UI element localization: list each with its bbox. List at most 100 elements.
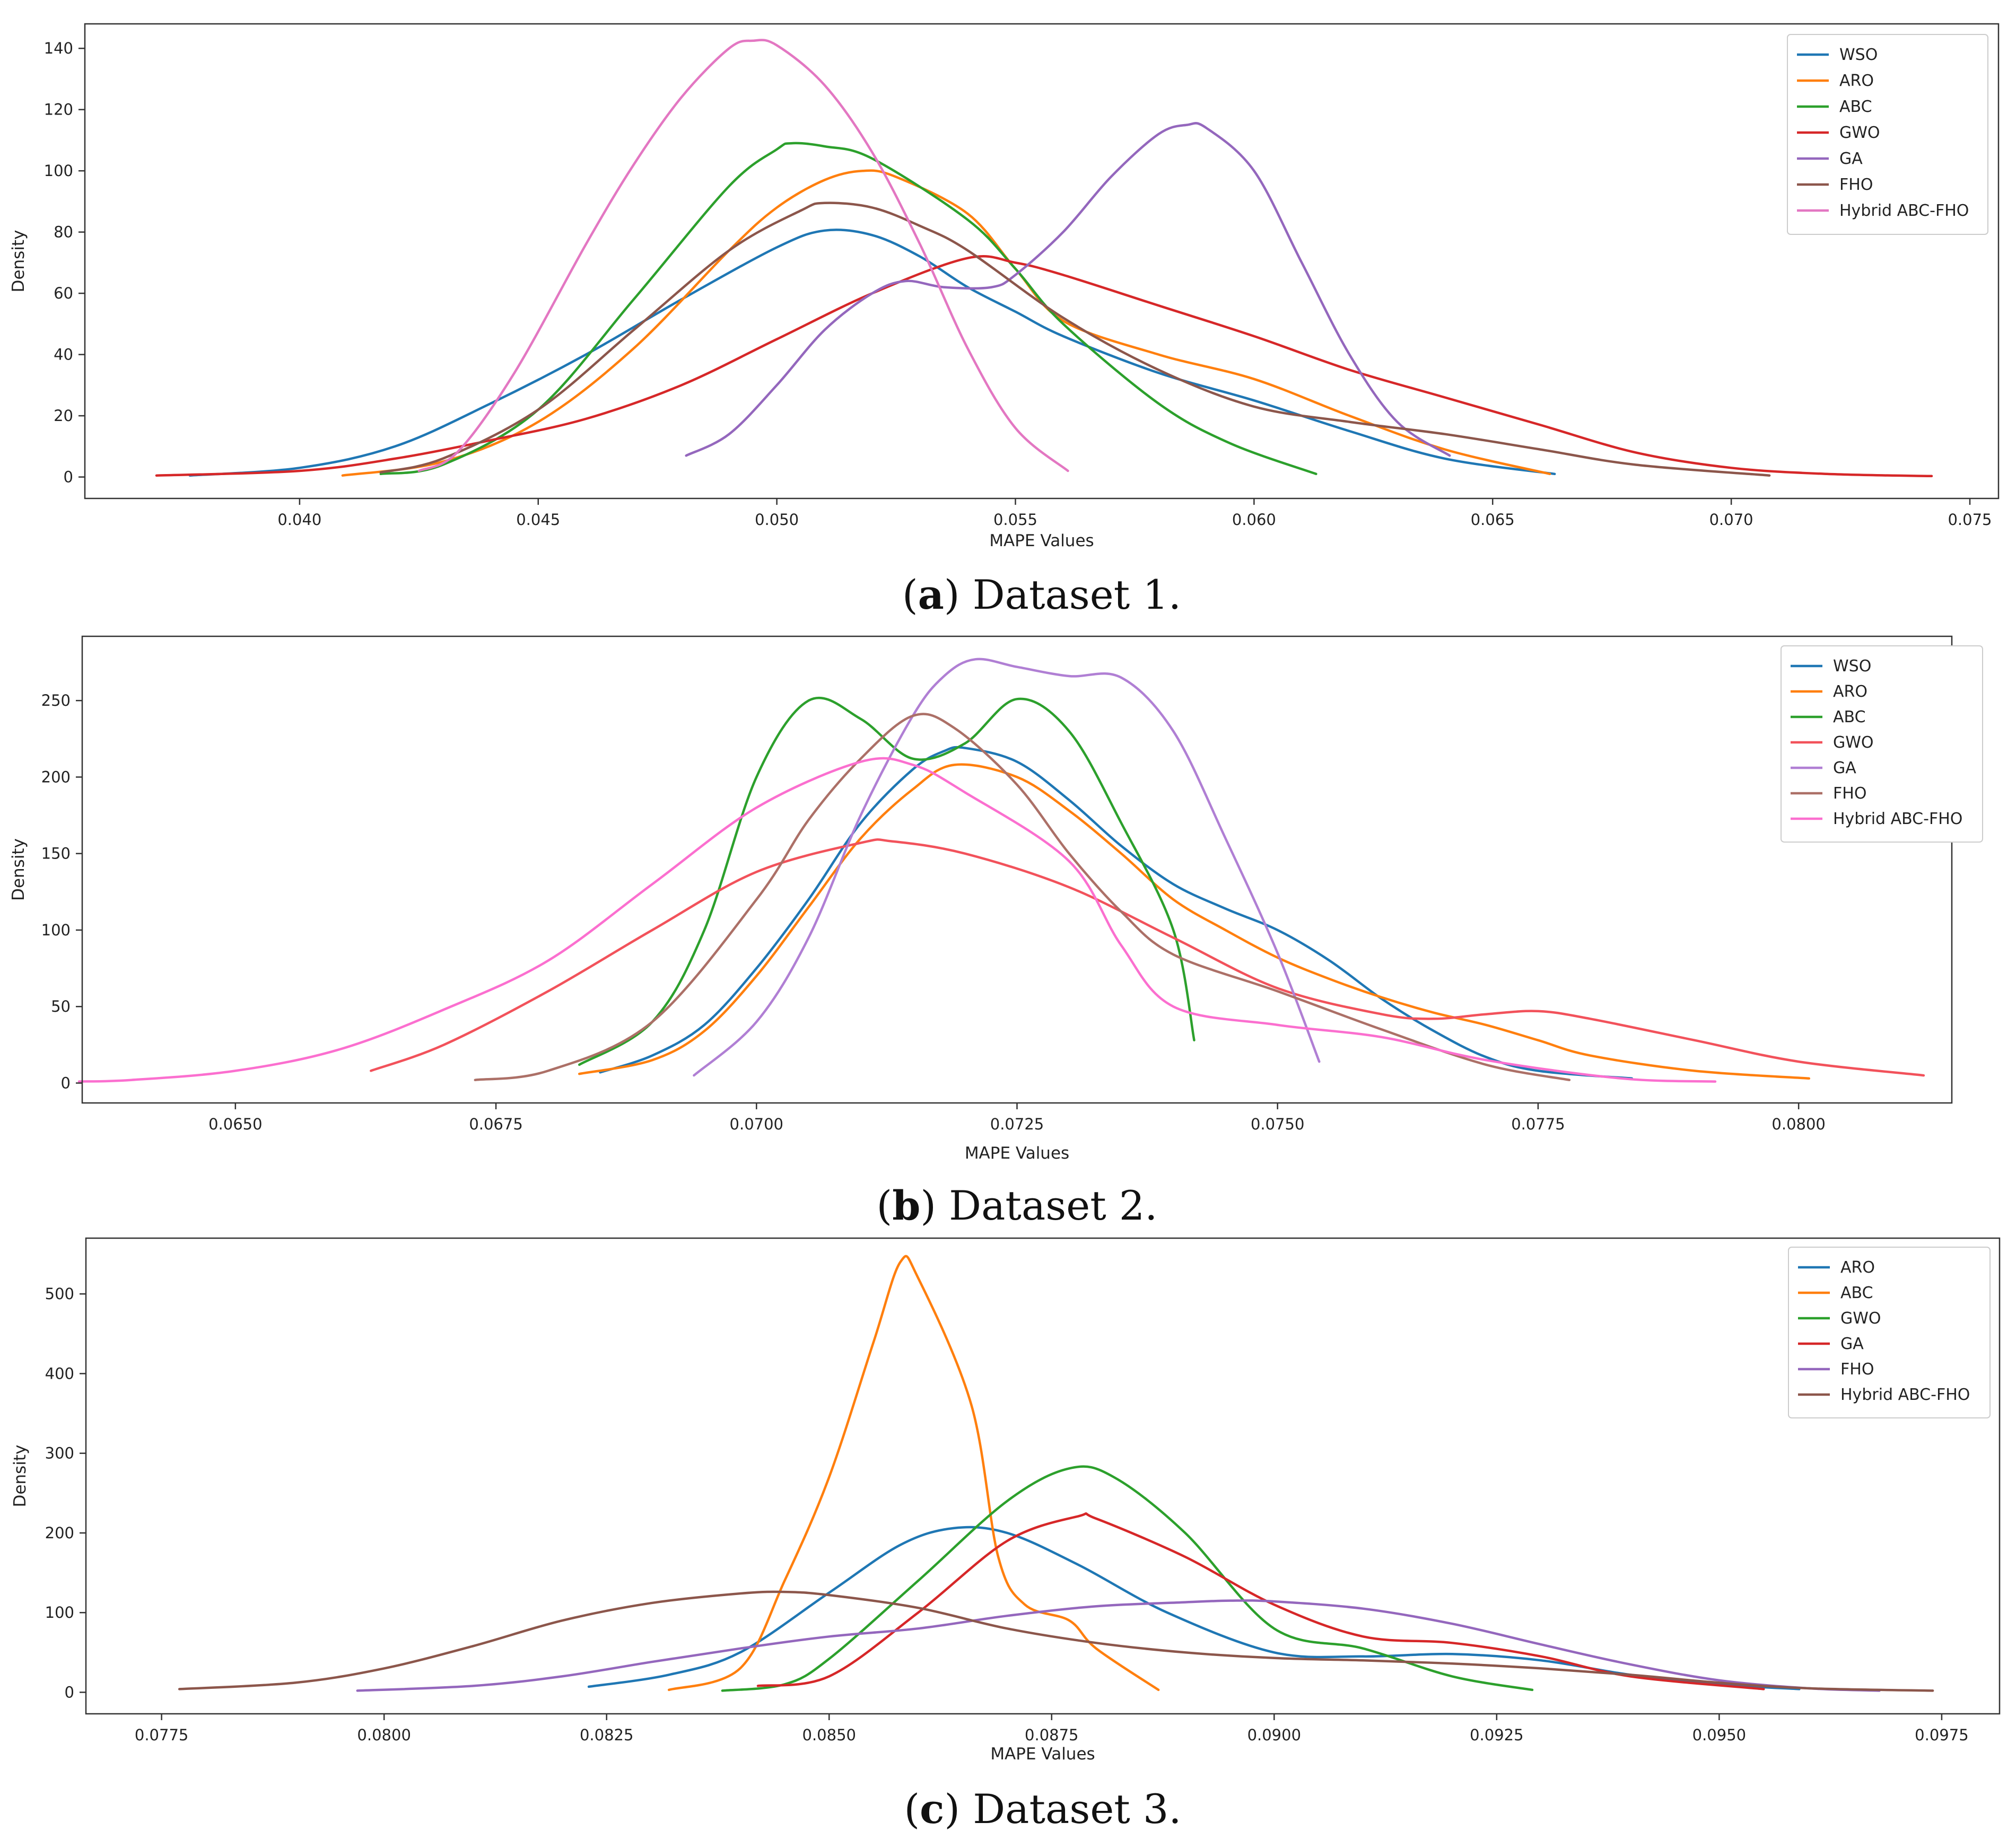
caption-title: Dataset 2. (949, 1182, 1157, 1229)
y-tick-label: 20 (54, 407, 73, 425)
caption-letter: a (918, 571, 944, 618)
y-tick-label: 60 (54, 284, 73, 302)
series-line-fho (379, 201, 1771, 477)
legend: WSO ARO ABC GWO GA FHO Hybrid ABC-FHO (1787, 34, 1988, 235)
series-line-wso (188, 229, 1556, 477)
caption-title: Dataset 1. (973, 571, 1181, 618)
y-tick-label: 500 (45, 1285, 74, 1303)
series-line-aro (578, 763, 1811, 1080)
x-tick-label: 0.075 (1948, 511, 1992, 529)
legend-box (1781, 645, 1983, 843)
y-tick-label: 300 (45, 1444, 74, 1462)
x-axis-title: MAPE Values (989, 531, 1094, 550)
series-line-wso (599, 746, 1634, 1080)
x-tick-label: 0.0825 (580, 1726, 633, 1744)
legend-label: FHO (1839, 176, 1873, 194)
y-tick-label: 250 (41, 691, 71, 709)
legend-label: GA (1839, 150, 1863, 168)
legend-label: ARO (1833, 682, 1867, 701)
plot-frame (85, 1237, 2001, 1715)
series-line-aro (341, 169, 1551, 477)
x-tick-label: 0.0975 (1915, 1726, 1968, 1744)
y-tick-label: 150 (41, 845, 71, 863)
x-tick-label: 0.065 (1471, 511, 1515, 529)
legend-label: Hybrid ABC-FHO (1840, 1386, 1970, 1404)
x-tick-label: 0.0800 (1771, 1115, 1825, 1133)
x-tick-label: 0.0725 (990, 1115, 1044, 1133)
x-tick-label: 0.055 (993, 511, 1037, 529)
y-tick-label: 40 (54, 346, 73, 364)
series-line-gwo (155, 255, 1933, 478)
legend-label: ABC (1839, 98, 1872, 116)
legend-label: WSO (1839, 46, 1878, 64)
legend-label: Hybrid ABC-FHO (1839, 201, 1969, 220)
x-tick-label: 0.0800 (357, 1726, 411, 1744)
legend: WSO ARO ABC GWO GA FHO Hybrid ABC-FHO (1781, 645, 1983, 843)
legend-label: GA (1833, 759, 1856, 777)
y-tick-label: 0 (65, 1683, 74, 1701)
legend-label: GWO (1833, 733, 1874, 752)
legend-label: ARO (1840, 1258, 1875, 1277)
series-line-ga (685, 122, 1451, 457)
panel-caption: (a) Dataset 1. (902, 571, 1181, 618)
legend-label: GA (1840, 1335, 1864, 1353)
series-line-ga (756, 1512, 1765, 1690)
y-tick-label: 80 (54, 223, 73, 241)
series-line-gwo (721, 1465, 1534, 1692)
series-line-aro (587, 1526, 1801, 1690)
caption-letter: c (920, 1785, 944, 1833)
x-tick-label: 0.0925 (1470, 1726, 1523, 1744)
panel-caption: (c) Dataset 3. (904, 1785, 1181, 1833)
series-line-abc (667, 1255, 1160, 1692)
panel-caption: (b) Dataset 2. (877, 1182, 1158, 1229)
legend-label: GWO (1839, 124, 1880, 142)
y-tick-label: 100 (41, 921, 71, 939)
y-tick-label: 100 (45, 1604, 74, 1622)
series-line-fho (474, 713, 1571, 1081)
x-tick-label: 0.0650 (208, 1115, 262, 1133)
legend-label: FHO (1833, 784, 1866, 803)
x-tick-label: 0.0700 (730, 1115, 783, 1133)
series-line-fho (356, 1599, 1881, 1692)
chart-panel-3: 0.0775 0.0800 0.0825 0.0850 0.0875 0.0900 0.09… (11, 1237, 2001, 1833)
legend-label: ABC (1840, 1284, 1873, 1302)
series-line-abc (578, 696, 1195, 1066)
x-tick-label: 0.045 (516, 511, 560, 529)
legend-box (1788, 1247, 1991, 1418)
y-tick-label: 400 (45, 1364, 74, 1382)
y-tick-label: 200 (45, 1524, 74, 1542)
x-tick-label: 0.0775 (135, 1726, 188, 1744)
legend-label: ABC (1833, 708, 1866, 726)
legend-label: Hybrid ABC-FHO (1833, 810, 1962, 828)
y-tick-label: 0 (61, 1074, 71, 1092)
x-tick-label: 0.0675 (469, 1115, 522, 1133)
y-tick-label: 140 (44, 39, 73, 57)
legend-box (1787, 34, 1988, 235)
legend: ARO ABC GWO GA FHO Hybrid ABC-FHO (1788, 1247, 1991, 1418)
x-axis-title: MAPE Values (990, 1745, 1095, 1764)
chart-panel-1: 0.040 0.045 0.050 0.055 0.060 0.065 0.070 0.075… (9, 23, 2000, 618)
x-tick-label: 0.060 (1232, 511, 1276, 529)
y-axis-title: Density (9, 838, 28, 901)
y-tick-label: 200 (41, 768, 71, 786)
caption-title: Dataset 3. (973, 1785, 1181, 1833)
series-line-hybrid-abc-fho (417, 39, 1069, 472)
legend-label: FHO (1840, 1360, 1874, 1379)
x-tick-label: 0.0900 (1247, 1726, 1301, 1744)
y-tick-label: 120 (44, 101, 73, 119)
x-axis-title: MAPE Values (965, 1144, 1069, 1163)
y-axis-title: Density (9, 230, 28, 293)
chart-panel-2: 0.0650 0.0675 0.0700 0.0725 0.0750 0.0775 0.08… (9, 635, 1983, 1229)
x-tick-label: 0.0950 (1692, 1726, 1746, 1744)
plot-frame (84, 23, 2000, 500)
y-tick-label: 50 (51, 997, 71, 1015)
y-tick-label: 100 (44, 162, 73, 180)
legend-label: GWO (1840, 1309, 1881, 1328)
legend-label: WSO (1833, 657, 1871, 676)
y-tick-label: 0 (64, 468, 73, 486)
x-tick-label: 0.050 (755, 511, 799, 529)
series-line-abc (379, 142, 1317, 476)
x-tick-label: 0.0775 (1511, 1115, 1565, 1133)
y-axis-title: Density (11, 1445, 30, 1508)
x-tick-label: 0.040 (277, 511, 321, 529)
